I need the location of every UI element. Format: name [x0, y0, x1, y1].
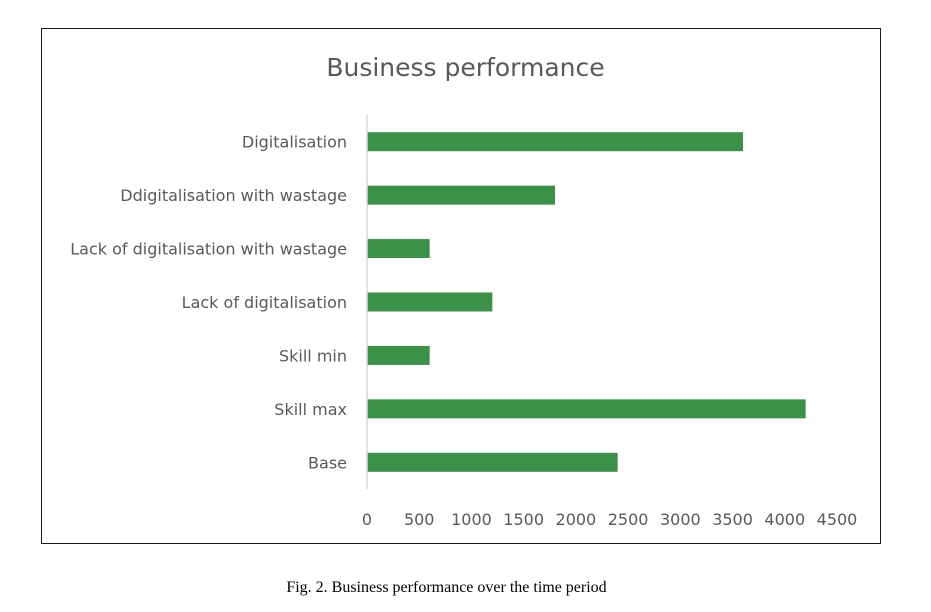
x-tick-label: 4000: [764, 510, 805, 529]
category-label: Lack of digitalisation: [182, 293, 347, 312]
category-label: Skill min: [279, 346, 347, 365]
category-labels: Digitalisation Ddigitalisation with wasta…: [70, 133, 347, 473]
category-label: Digitalisation: [242, 133, 347, 152]
x-tick-label: 3500: [712, 510, 753, 529]
category-label: Skill max: [274, 400, 347, 419]
x-tick-label: 3000: [660, 510, 701, 529]
category-label: Lack of digitalisation with wastage: [70, 240, 347, 259]
x-tick-label: 2500: [608, 510, 649, 529]
bars-layer: [367, 132, 806, 472]
x-tick-label: 0: [362, 510, 372, 529]
category-label: Ddigitalisation with wastage: [120, 186, 347, 205]
bar: [367, 132, 743, 152]
x-tick-label: 500: [404, 510, 435, 529]
chart-title: Business performance: [326, 53, 605, 82]
bar: [367, 185, 555, 205]
bar: [367, 239, 430, 259]
bar: [367, 452, 618, 472]
x-tick-label: 2000: [556, 510, 597, 529]
figure-caption: Fig. 2. Business performance over the ti…: [286, 579, 607, 596]
bar: [367, 399, 806, 419]
x-tick-labels: 0 500 1000 1500 2000 2500 3000 3500 4000 4500: [362, 510, 857, 529]
bar: [367, 292, 493, 312]
category-label: Base: [308, 453, 347, 472]
x-tick-label: 1500: [503, 510, 544, 529]
bar: [367, 345, 430, 365]
x-tick-label: 4500: [817, 510, 858, 529]
x-tick-label: 1000: [451, 510, 492, 529]
